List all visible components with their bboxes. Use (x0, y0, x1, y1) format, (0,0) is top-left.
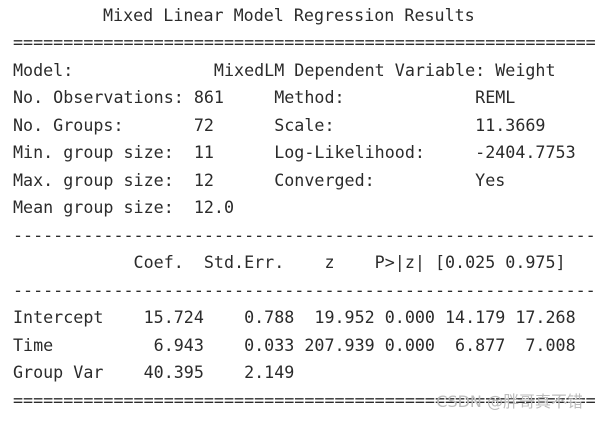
single-rule-mid: ----------------------------------------… (13, 280, 596, 300)
time-row: Time 6.943 0.033 207.939 0.000 6.877 7.0… (13, 335, 576, 355)
group-var-row: Group Var 40.395 2.149 (13, 362, 295, 382)
double-rule-top: ========================================… (13, 32, 596, 52)
mean-group-size-row: Mean group size: 12.0 (13, 197, 235, 217)
max-group-size-row: Max. group size: 12 Converged: Yes (13, 170, 506, 190)
observations-info-row: No. Observations: 861 Method: REML (13, 87, 516, 107)
groups-info-row: No. Groups: 72 Scale: 11.3669 (13, 115, 546, 135)
results-title: Mixed Linear Model Regression Results (103, 5, 475, 25)
min-group-size-row: Min. group size: 11 Log-Likelihood: -240… (13, 142, 576, 162)
intercept-row: Intercept 15.724 0.788 19.952 0.000 14.1… (13, 307, 576, 327)
double-rule-bottom: ========================================… (13, 390, 596, 410)
single-rule-top: ----------------------------------------… (13, 225, 596, 245)
model-info-row: Model: MixedLM Dependent Variable: Weigh… (13, 60, 556, 80)
coefficient-column-headers: Coef. Std.Err. z P>|z| [0.025 0.975] (13, 252, 566, 272)
csdn-watermark: CSDN @胖哥真不错 (436, 392, 583, 411)
